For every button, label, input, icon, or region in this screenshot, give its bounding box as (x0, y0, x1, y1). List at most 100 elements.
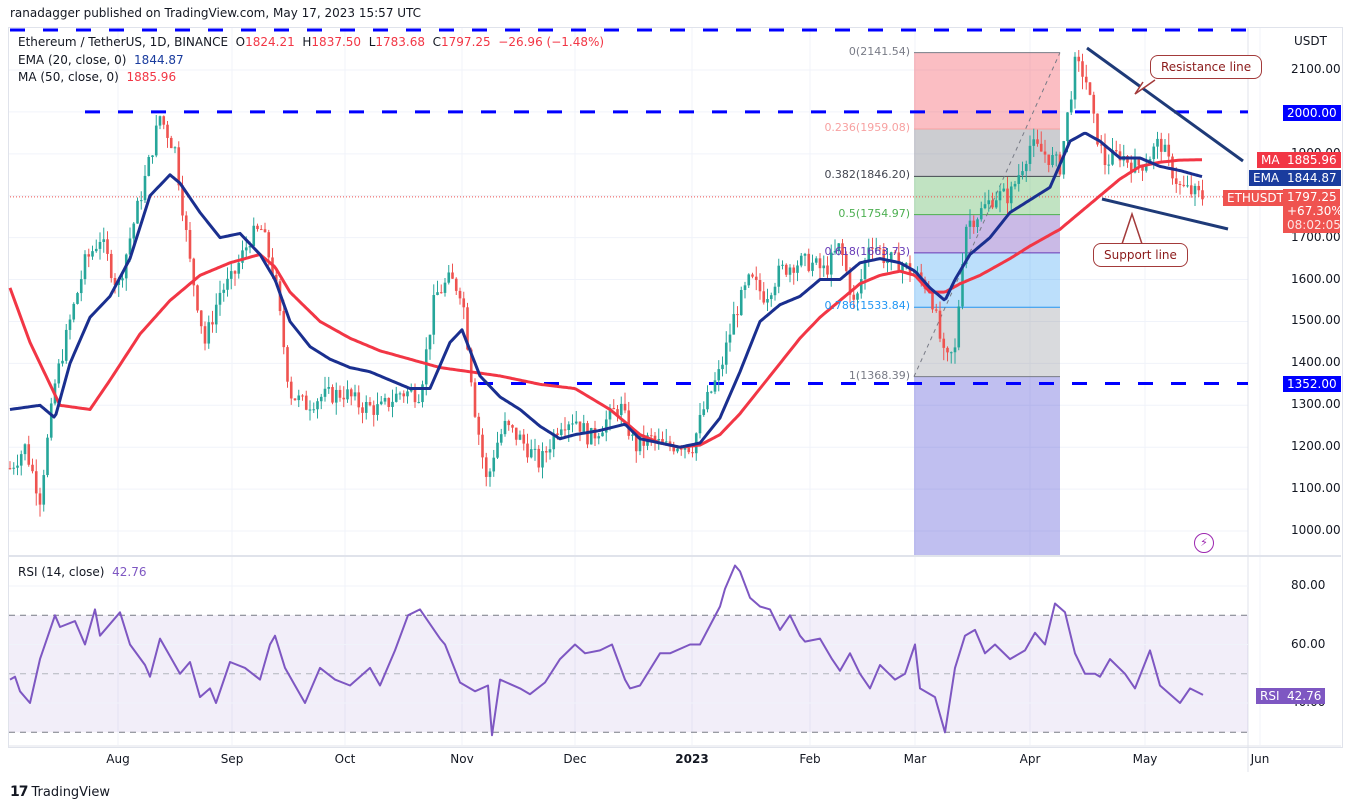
ema20-line[interactable] (9, 131, 1203, 449)
time-tick-label: Oct (334, 752, 356, 766)
resistance-line-callout[interactable]: Resistance line (1150, 55, 1263, 79)
candle-body (541, 451, 544, 468)
candle-body (574, 421, 578, 424)
candle-body (833, 251, 837, 253)
candle-body (361, 407, 364, 413)
candle-body (976, 219, 979, 228)
tradingview-logo[interactable]: 17 TradingView (10, 784, 110, 800)
candle-body (1092, 94, 1096, 114)
low-label: L (368, 35, 376, 49)
candle-body (972, 220, 976, 228)
candle-body (1084, 76, 1088, 83)
candle-body (451, 272, 454, 279)
candle-body (357, 392, 361, 408)
candle-body (121, 278, 124, 281)
tradingview-logo-icon: 17 (10, 784, 29, 800)
candle-body (571, 423, 574, 425)
support-trendline[interactable] (1101, 197, 1229, 231)
candle-body (406, 391, 409, 397)
candle-body (728, 334, 732, 343)
candle-body (409, 389, 413, 392)
candle-body (552, 433, 556, 450)
fib-trend-dashed-line (913, 52, 1061, 377)
candle-body (597, 436, 601, 439)
candle-body (102, 239, 106, 242)
candle-body (953, 347, 957, 353)
ema-axis-label: EMA (1249, 170, 1284, 186)
rsi-tick-label: 80.00 (1291, 578, 1326, 592)
candle-body (619, 403, 623, 416)
high-label: H (302, 35, 312, 49)
lightning-alert-icon[interactable]: ⚡ (1194, 533, 1214, 553)
candle-body (297, 395, 301, 401)
candle-body (867, 247, 871, 261)
candle-body (1099, 144, 1103, 146)
candle-body (709, 391, 713, 393)
candle-body (1129, 162, 1133, 173)
candle-body (874, 248, 878, 250)
low-value: 1783.68 (375, 35, 425, 49)
candle-body (1174, 178, 1178, 184)
candle-body (106, 239, 109, 254)
candle-body (638, 435, 642, 452)
ma-legend[interactable]: MA (50, close, 0) 1885.96 (18, 70, 176, 84)
time-tick-label: Aug (106, 752, 130, 766)
candle-body (1069, 99, 1073, 113)
candle-body (837, 243, 841, 252)
candle-body (1186, 185, 1189, 187)
candle-body (87, 254, 91, 257)
ema-legend[interactable]: EMA (20, close, 0) 1844.87 (18, 53, 184, 67)
candle-body (12, 467, 16, 469)
candle-body (852, 294, 856, 300)
candle-body (991, 200, 994, 208)
candle-body (601, 432, 604, 437)
resistance-trendline[interactable] (1086, 46, 1244, 163)
candle-body (604, 419, 608, 433)
rsi-legend[interactable]: RSI (14, close) 42.76 (18, 565, 146, 579)
candle-body (237, 262, 241, 274)
candle-body (199, 310, 203, 327)
candle-body (931, 291, 934, 310)
candle-body (469, 349, 473, 383)
candle-body (548, 449, 552, 453)
candle-body (79, 279, 83, 294)
candle-body (1197, 185, 1201, 191)
candle-body (559, 429, 563, 435)
candle-body (1006, 188, 1009, 204)
fib-level-label: 1(1368.39) (848, 368, 910, 382)
candle-body (331, 387, 334, 403)
open-label: O (235, 35, 246, 49)
candle-body (518, 434, 522, 440)
candle-body (702, 409, 706, 415)
candle-body (293, 398, 297, 401)
candle-body (316, 401, 319, 410)
candle-body (128, 238, 132, 255)
candle-body (394, 393, 398, 402)
support-line-callout[interactable]: Support line (1093, 243, 1188, 267)
candle-body (177, 147, 181, 186)
candle-body (522, 434, 526, 444)
candle-body (683, 447, 687, 450)
candle-body (1043, 151, 1047, 155)
candle-body (323, 388, 327, 397)
candle-body (46, 437, 49, 476)
rsi-line[interactable] (9, 564, 1204, 737)
candle-body (443, 282, 447, 293)
candle-body (57, 363, 61, 384)
candle-body (1137, 158, 1141, 166)
candle-body (777, 265, 781, 287)
open-value: 1824.21 (245, 35, 295, 49)
candle-body (949, 352, 953, 354)
candle-body (679, 448, 683, 450)
candle-body (72, 303, 76, 320)
ma50-line[interactable] (8, 158, 1202, 449)
candle-body (76, 293, 79, 304)
candle-body (1163, 144, 1167, 152)
candle-body (1017, 175, 1021, 184)
price-tick-label: 1500.00 (1291, 313, 1341, 328)
candle-body (496, 442, 499, 458)
candle-body (49, 403, 53, 438)
bar-countdown: 08:02:05 (1287, 218, 1341, 232)
candle-body (627, 410, 631, 436)
